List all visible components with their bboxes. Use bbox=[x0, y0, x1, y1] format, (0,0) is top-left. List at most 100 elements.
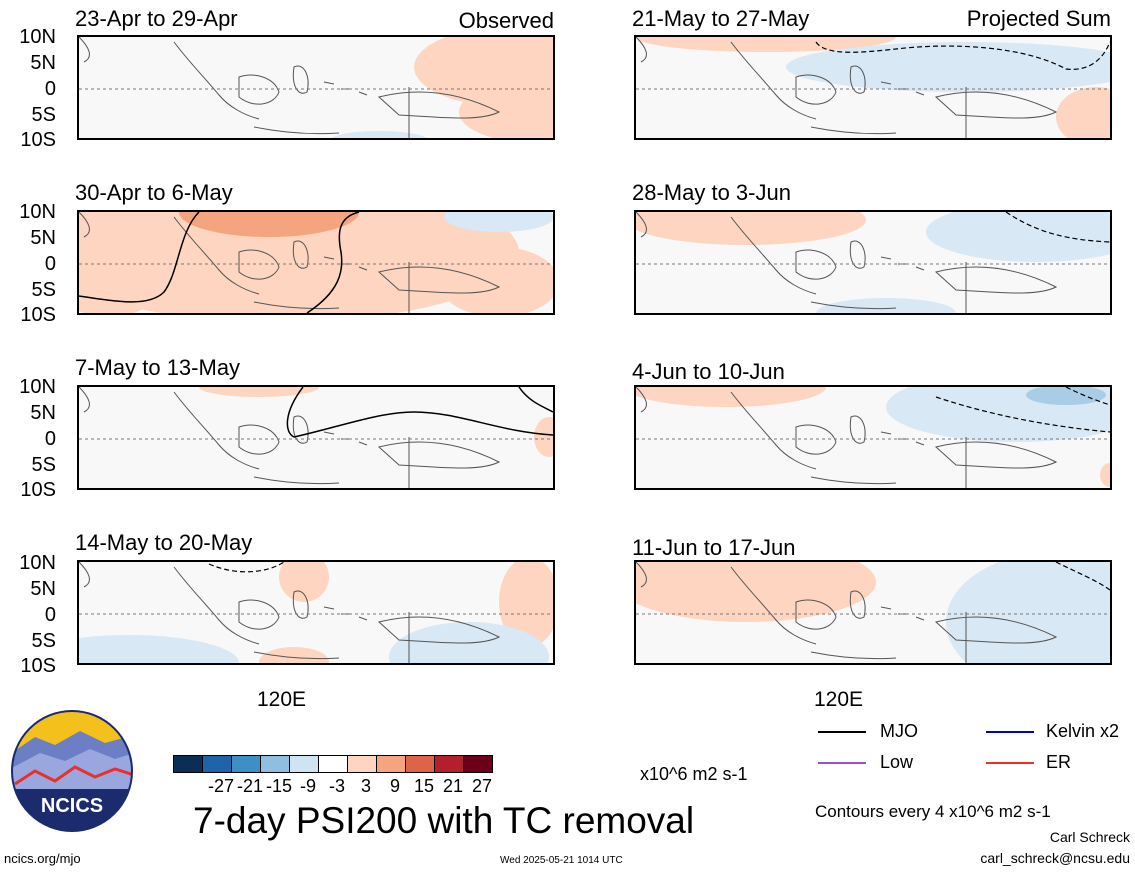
coastline bbox=[795, 599, 837, 630]
colorbar-swatch bbox=[289, 755, 319, 773]
colorbar-units: x10^6 m2 s-1 bbox=[640, 764, 748, 784]
coastline bbox=[79, 37, 90, 63]
colorbar-swatch bbox=[463, 755, 493, 773]
colorbar-swatch bbox=[202, 755, 232, 773]
coastline bbox=[79, 387, 90, 413]
lat-label: 10N bbox=[19, 376, 56, 398]
coastline bbox=[173, 391, 260, 470]
legend-line-kelvin bbox=[986, 731, 1034, 733]
map-panel-2 bbox=[77, 210, 555, 315]
colorbar-swatch bbox=[173, 755, 203, 773]
coastline bbox=[730, 216, 817, 295]
coastline bbox=[636, 212, 647, 238]
legend-label-er: ER bbox=[1046, 752, 1072, 772]
legend-line-er bbox=[986, 762, 1034, 764]
logo-text: NCICS bbox=[41, 795, 103, 817]
lat-label: 5S bbox=[31, 454, 56, 476]
coastline bbox=[173, 41, 260, 120]
lon-label-right: 120E bbox=[814, 688, 864, 711]
colorbar-swatch bbox=[405, 755, 435, 773]
lat-label: 5N bbox=[30, 227, 56, 249]
lat-label: 5S bbox=[31, 104, 56, 126]
map-panel-6 bbox=[634, 210, 1112, 315]
colorbar-label: -9 bbox=[299, 776, 316, 796]
legend-label-kelvin: Kelvin x2 bbox=[1046, 721, 1120, 741]
panel-title-8: 11-Jun to 17-Jun bbox=[632, 535, 796, 560]
projected-label: Projected Sum bbox=[966, 6, 1111, 31]
coastline bbox=[934, 91, 1058, 119]
map-panel-1 bbox=[77, 35, 555, 140]
colorbar-label: 27 bbox=[471, 776, 493, 796]
coastline bbox=[849, 65, 866, 94]
coastline bbox=[253, 651, 340, 660]
colorbar-swatch bbox=[434, 755, 464, 773]
lat-label: 10S bbox=[20, 655, 56, 677]
lon-label-left: 120E bbox=[257, 688, 307, 711]
colorbar-swatch bbox=[376, 755, 406, 773]
coastline bbox=[810, 301, 897, 310]
coastline bbox=[238, 599, 280, 630]
panel-title-4: 14-May to 20-May bbox=[75, 530, 253, 555]
coastline bbox=[377, 91, 501, 119]
footer-url: ncics.org/mjo bbox=[4, 851, 81, 866]
coastline bbox=[934, 616, 1058, 644]
coastline bbox=[934, 441, 1058, 469]
colorbar-swatch bbox=[347, 755, 377, 773]
map-panel-8 bbox=[634, 560, 1112, 665]
colorbar-swatch bbox=[318, 755, 348, 773]
lat-label: 10N bbox=[19, 26, 56, 48]
coastline bbox=[238, 74, 280, 105]
lat-label: 0 bbox=[44, 78, 56, 100]
ncics-logo: NCICS bbox=[10, 709, 134, 833]
coastline bbox=[849, 590, 866, 619]
lat-label: 5S bbox=[31, 279, 56, 301]
coastline bbox=[849, 240, 866, 269]
lat-label: 10S bbox=[20, 304, 56, 326]
coastline bbox=[730, 41, 817, 120]
coastline bbox=[934, 266, 1058, 294]
panel-title-2: 30-Apr to 6-May bbox=[75, 180, 233, 205]
colorbar-label: -3 bbox=[328, 776, 345, 796]
coastline bbox=[238, 424, 280, 455]
coastline bbox=[636, 37, 647, 63]
panel-title-6: 28-May to 3-Jun bbox=[632, 180, 791, 205]
map-panel-5 bbox=[634, 35, 1112, 140]
coastline bbox=[173, 566, 260, 645]
coastline bbox=[292, 65, 309, 94]
coastline bbox=[795, 424, 837, 455]
coastline bbox=[238, 249, 280, 280]
coastline bbox=[377, 616, 501, 644]
coastline bbox=[253, 476, 340, 485]
colorbar-label: -15 bbox=[265, 776, 292, 796]
coastline bbox=[377, 441, 501, 469]
coastline bbox=[292, 240, 309, 269]
footer-timestamp: Wed 2025-05-21 1014 UTC bbox=[500, 855, 623, 866]
colorbar-label: 9 bbox=[389, 776, 400, 796]
colorbar-swatch bbox=[231, 755, 261, 773]
coastline bbox=[79, 212, 90, 238]
panel-title-1: 23-Apr to 29-Apr bbox=[75, 6, 238, 31]
coastline bbox=[377, 266, 501, 294]
coastline bbox=[253, 301, 340, 310]
coastline bbox=[730, 566, 817, 645]
colorbar-label: 15 bbox=[413, 776, 435, 796]
coastline bbox=[636, 387, 647, 413]
coastline bbox=[253, 126, 340, 135]
coastline bbox=[795, 74, 837, 105]
main-title: 7-day PSI200 with TC removal bbox=[193, 800, 695, 841]
lat-label: 5N bbox=[30, 578, 56, 600]
lat-label: 5N bbox=[30, 52, 56, 74]
observed-label: Observed bbox=[458, 8, 554, 33]
colorbar-label: 3 bbox=[360, 776, 371, 796]
lat-label: 10S bbox=[20, 479, 56, 501]
lat-label: 0 bbox=[44, 253, 56, 275]
map-panel-4 bbox=[77, 560, 555, 665]
author-email: carl_schreck@ncsu.edu bbox=[980, 850, 1130, 866]
coastline bbox=[810, 651, 897, 660]
colorbar-label: 21 bbox=[442, 776, 464, 796]
legend-line-low bbox=[818, 762, 866, 764]
map-panel-3 bbox=[77, 385, 555, 490]
lat-label: 10N bbox=[19, 552, 56, 574]
coastline bbox=[810, 476, 897, 485]
lat-label: 0 bbox=[44, 428, 56, 450]
